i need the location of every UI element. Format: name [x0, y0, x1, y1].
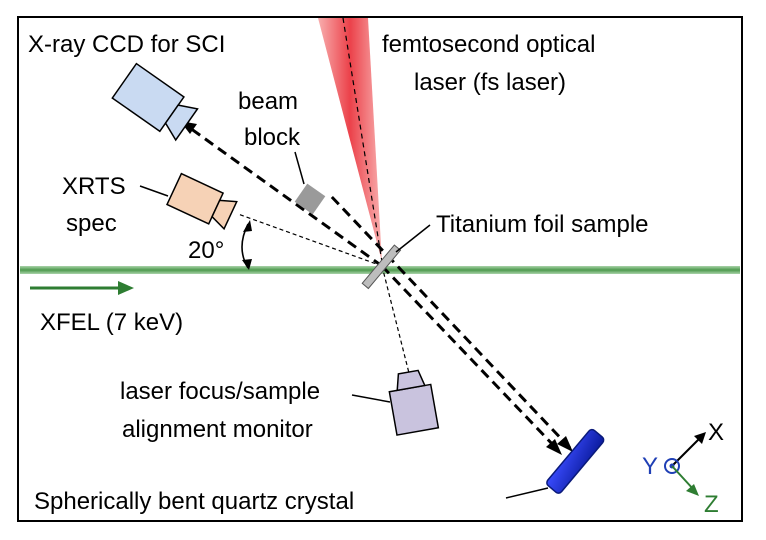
- xrts-label-line1: XRTS: [62, 173, 126, 200]
- crystal-reflected-path: [328, 193, 572, 450]
- ccd-label: X-ray CCD for SCI: [28, 31, 225, 58]
- xfel-arrow-head-icon: [118, 281, 134, 295]
- monitor-label-line2: alignment monitor: [122, 416, 313, 443]
- laser-label-line2: laser (fs laser): [414, 69, 566, 96]
- laser-label-line1: femtosecond optical: [382, 31, 595, 58]
- xrts-scatter-path: [237, 213, 383, 267]
- crystal-arrow-head-icon-2: [557, 436, 573, 452]
- axis-x-arrow-icon: [694, 432, 706, 444]
- beam-block-leader-line: [294, 151, 305, 185]
- monitor-camera-icon: [388, 369, 440, 436]
- axis-z-arrow-icon: [686, 484, 699, 496]
- axis-y-label: Y: [642, 453, 658, 480]
- axis-x-label: X: [708, 419, 724, 446]
- beam-block: [294, 183, 326, 215]
- angle-arc-head-top-icon: [243, 220, 252, 232]
- xfel-label: XFEL (7 keV): [40, 309, 183, 336]
- axis-z-label: Z: [704, 491, 719, 518]
- quartz-crystal: [546, 428, 605, 494]
- fs-laser-beam: [318, 18, 382, 262]
- crystal-incident-path: [380, 264, 558, 450]
- xrts-label-line2: spec: [66, 210, 117, 237]
- xrts-leader-line: [139, 185, 169, 197]
- sample-leader-line: [395, 224, 431, 253]
- titanium-foil-sample: [361, 244, 402, 290]
- axis-y-out-of-page-icon: [664, 458, 680, 474]
- diagram-frame: [17, 16, 743, 522]
- crystal-label: Spherically bent quartz crystal: [34, 488, 354, 515]
- angle-label: 20°: [188, 237, 224, 264]
- beam-block-label-line1: beam: [238, 88, 298, 115]
- angle-arc-head-bottom-icon: [242, 259, 252, 270]
- ccd-camera-icon: [111, 62, 199, 142]
- crystal-leader-line: [505, 487, 549, 499]
- crystal-arrow-head-icon-1: [546, 439, 562, 455]
- monitor-label-line1: laser focus/sample: [120, 378, 320, 405]
- monitor-leader-line: [351, 394, 391, 403]
- beam-block-label-line2: block: [244, 124, 301, 151]
- axis-z-line: [671, 465, 695, 491]
- ccd-signal-path: [189, 126, 383, 268]
- axis-x-line: [671, 437, 701, 467]
- sample-label: Titanium foil sample: [436, 211, 649, 238]
- xrts-camera-icon: [166, 172, 238, 231]
